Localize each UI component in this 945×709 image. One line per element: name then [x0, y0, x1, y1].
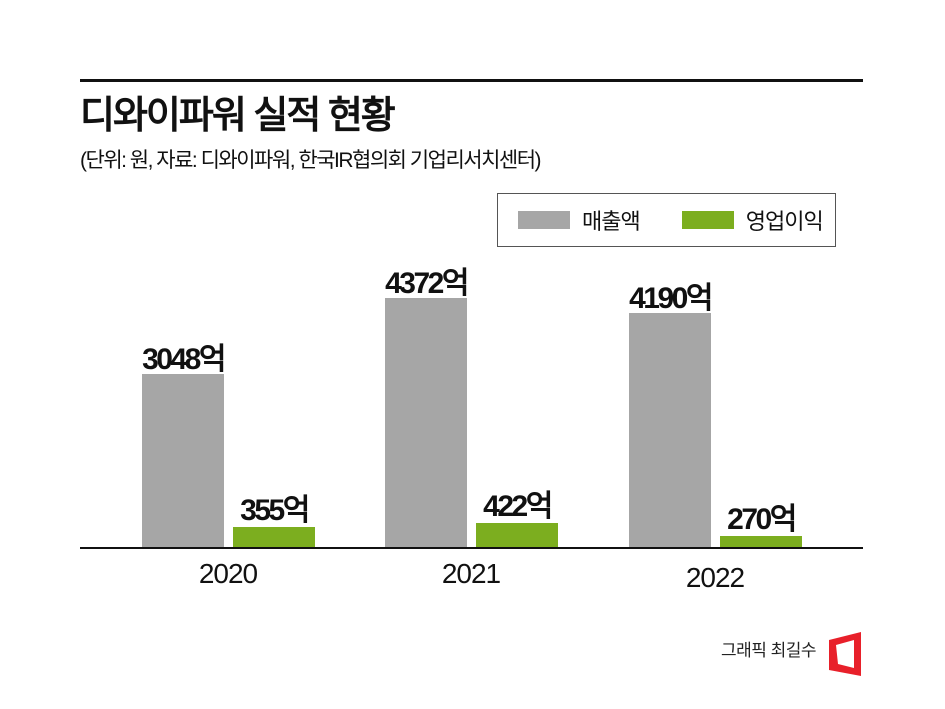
top-rule: [80, 79, 863, 82]
x-tick-2020: 2020: [198, 558, 258, 589]
x-tick-2022: 2022: [685, 562, 745, 593]
bar-operating-profit-2022: [720, 536, 802, 548]
bar-operating-profit-2021: [476, 523, 558, 548]
value-label-revenue-2020: 3048억: [142, 343, 226, 376]
x-tick-2021: 2021: [441, 558, 501, 589]
legend-item-operating-profit: 영업이익: [681, 204, 824, 236]
x-axis-baseline: [80, 547, 863, 549]
value-label-operating-profit-2021: 422억: [483, 490, 553, 523]
bar-revenue-2021: [385, 298, 467, 548]
chart-title: 디와이파워 실적 현황: [80, 95, 396, 137]
value-label-operating-profit-2020: 355억: [240, 494, 310, 527]
legend-label-operating-profit: 영업이익: [745, 209, 824, 234]
legend-swatch-revenue: [518, 211, 570, 229]
legend-label-revenue: 매출액: [582, 209, 641, 234]
bar-revenue-2022: [629, 313, 711, 548]
bar-operating-profit-2020: [233, 527, 315, 548]
bar-revenue-2020: [142, 374, 224, 548]
value-label-revenue-2021: 4372억: [385, 267, 469, 300]
legend-item-revenue: 매출액: [518, 204, 641, 236]
chart-subtitle: (단위: 원, 자료: 디와이파워, 한국IR협의회 기업리서치센터): [80, 149, 542, 172]
publisher-logo-icon: [829, 632, 861, 676]
value-label-revenue-2022: 4190억: [629, 282, 713, 315]
legend: 매출액 영업이익: [497, 193, 836, 247]
graphic-credit: 그래픽 최길수: [721, 641, 817, 660]
legend-swatch-operating-profit: [681, 211, 734, 229]
value-label-operating-profit-2022: 270억: [727, 503, 797, 536]
